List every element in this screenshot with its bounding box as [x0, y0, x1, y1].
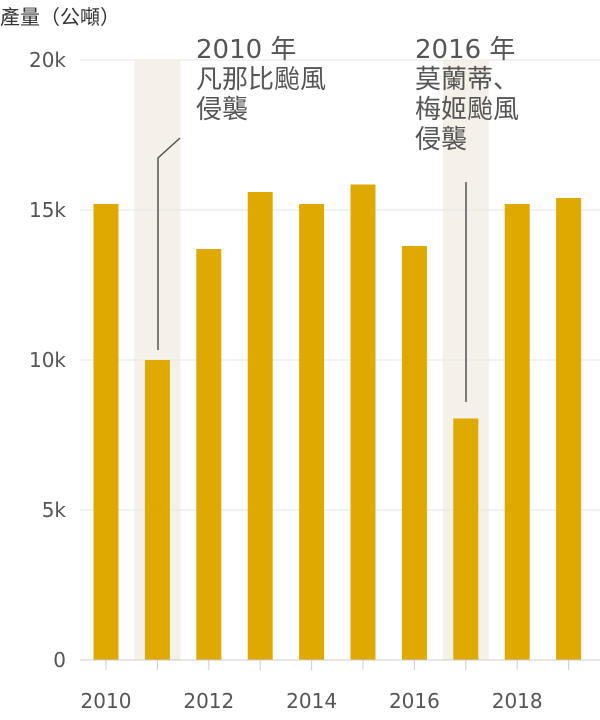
x-tick-label-2010: 2010 [81, 689, 132, 713]
y-tick-label-0: 0 [53, 648, 66, 672]
annotation-text-line: 凡那比颱風 [196, 65, 326, 95]
annotation-text-line: 2010 年 [196, 35, 296, 65]
y-tick-label-15k: 15k [29, 198, 66, 222]
y-axis-label: 產量（公噸） [0, 5, 120, 29]
y-tick-label-5k: 5k [42, 498, 67, 522]
annotation-text-line: 莫蘭蒂、 [415, 65, 519, 95]
y-axis-ticks: 0 5k 10k 15k 20k [29, 48, 66, 672]
bar-2017 [453, 418, 479, 660]
bar-2013 [247, 192, 273, 660]
bar-2010 [93, 204, 119, 660]
x-axis: 2010 2012 2014 2016 2018 [80, 659, 600, 713]
bar-2019 [556, 198, 582, 660]
annotation-text-line: 梅姬颱風 [415, 95, 519, 125]
bar-2018 [504, 204, 530, 660]
x-tick-label-2014: 2014 [286, 689, 337, 713]
bar-2012 [196, 249, 222, 660]
annotation-text-line: 2016 年 [415, 35, 515, 65]
annotation-text-line: 侵襲 [415, 125, 467, 155]
y-tick-label-10k: 10k [29, 348, 66, 372]
y-tick-label-20k: 20k [29, 48, 66, 72]
bars [93, 184, 582, 660]
annotation-text-line: 侵襲 [196, 95, 248, 125]
bar-2015 [350, 184, 376, 660]
bar-2011 [144, 360, 170, 660]
x-tick-label-2012: 2012 [183, 689, 234, 713]
bar-2016 [401, 246, 427, 660]
annotation-leader-line [157, 137, 181, 350]
x-tick-label-2016: 2016 [389, 689, 440, 713]
bar-2014 [299, 204, 325, 660]
x-tick-label-2018: 2018 [492, 689, 543, 713]
